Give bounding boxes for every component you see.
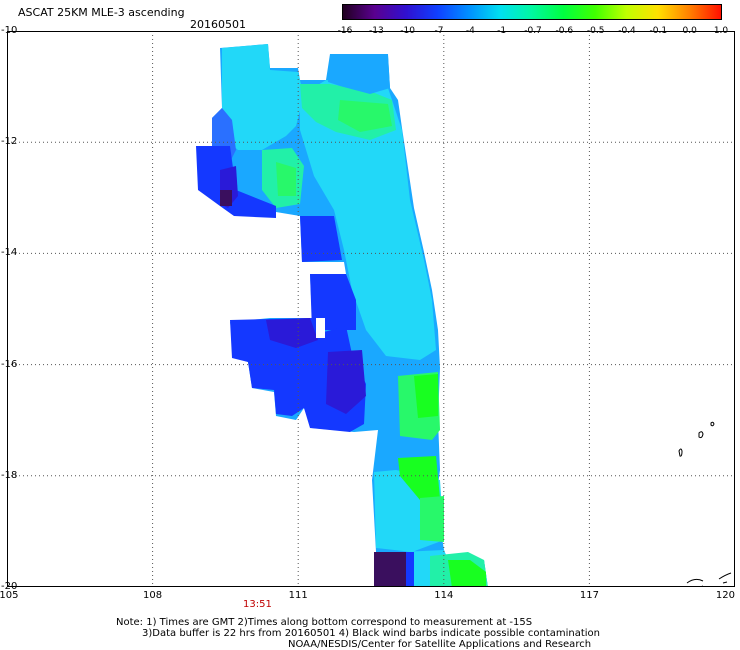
swath-blue-center (310, 274, 356, 330)
longitude-label: 105 (0, 590, 19, 601)
swath-sky-north (328, 56, 390, 94)
longitude-label: 120 (715, 590, 735, 601)
swath-purple-west (220, 190, 232, 206)
map-frame (7, 31, 735, 587)
swath-gap (316, 318, 325, 338)
swath-cyan-nw (212, 44, 304, 150)
swath-green-low (420, 496, 444, 542)
swath-blue-west (196, 146, 276, 218)
note-line-1: Note: 1) Times are GMT 2)Times along bot… (116, 617, 533, 628)
product-title: ASCAT 25KM MLE-3 ascending (18, 6, 185, 19)
swath-green-west (276, 162, 296, 196)
island-outline (678, 448, 683, 457)
latitude-label: -16 (1, 358, 18, 370)
coastline-outline (686, 578, 704, 587)
latitude-label: -10 (1, 25, 18, 36)
swath-cyan-core (300, 80, 436, 360)
latitude-label: -12 (1, 136, 18, 148)
swath-brightgreen-mid (414, 374, 438, 418)
swath-green-north (338, 100, 392, 132)
note-line-3: NOAA/NESDIS/Center for Satellite Applica… (288, 639, 592, 650)
swath-purple-south (374, 552, 406, 587)
latitude-label: -14 (1, 247, 18, 259)
latitude-label: -20 (1, 581, 18, 592)
colorbar (342, 4, 722, 20)
note-line-2: 3)Data buffer is 22 hrs from 20160501 4)… (142, 628, 600, 639)
island-outline (710, 421, 715, 427)
swath-blue-south-tail (406, 552, 414, 587)
swath-indigo-south (266, 318, 318, 348)
longitude-label: 117 (579, 590, 599, 601)
longitude-label: 114 (434, 590, 454, 601)
pass-time-label: 13:51 (243, 599, 272, 610)
island-outline (698, 431, 704, 439)
longitude-label: 108 (143, 590, 163, 601)
swath-brightgreen-tail (448, 560, 486, 587)
coastline-outline (718, 572, 732, 584)
longitude-label: 111 (288, 590, 308, 601)
swath-brightgreen-low (398, 456, 440, 500)
wind-map (7, 31, 735, 587)
product-date: 20160501 (190, 18, 246, 31)
latitude-label: -18 (1, 469, 18, 481)
swath-indigo-core (326, 350, 366, 414)
swath-blue-strip (300, 216, 342, 262)
